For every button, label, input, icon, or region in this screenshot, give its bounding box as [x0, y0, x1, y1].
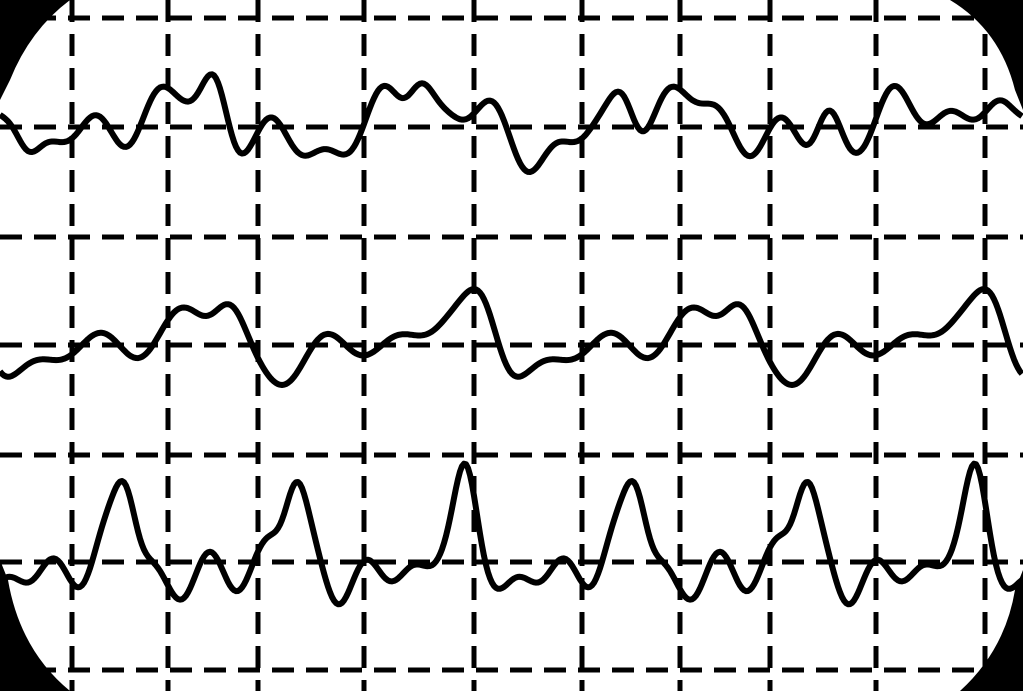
wave-trace-1	[0, 71, 1023, 175]
vignette-top-left	[0, 0, 70, 100]
vignette-bottom-left	[0, 560, 70, 691]
wave-traces	[0, 71, 1023, 608]
wave-trace-3	[0, 460, 1023, 608]
vignette-bottom-right	[960, 570, 1023, 691]
wave-trace-2	[0, 286, 1023, 388]
vignette-top-right	[950, 0, 1023, 110]
